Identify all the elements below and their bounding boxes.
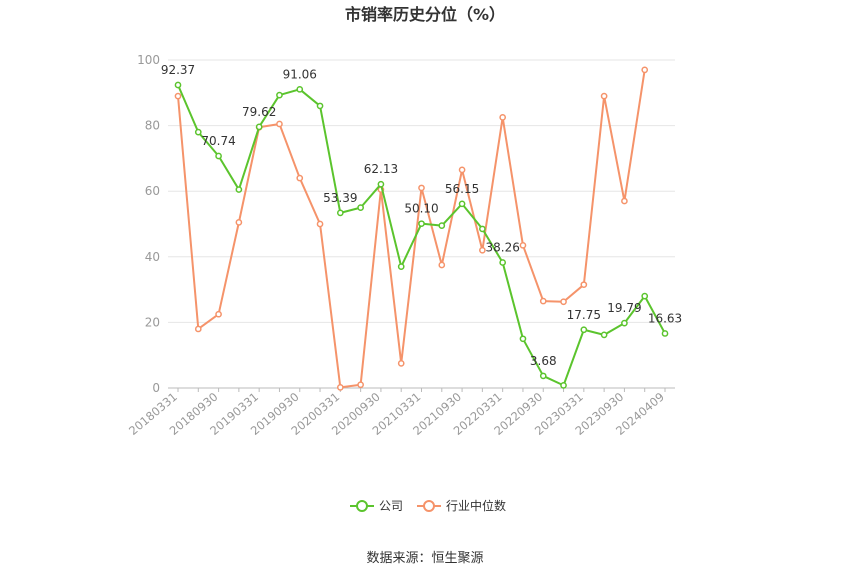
legend[interactable]: 公司 行业中位数 — [350, 498, 506, 513]
data-point — [174, 81, 182, 89]
data-label: 50.10 — [404, 202, 438, 216]
y-tick-label: 60 — [145, 184, 160, 198]
data-point — [661, 330, 669, 337]
data-label: 70.74 — [201, 134, 235, 148]
data-point — [479, 246, 486, 254]
data-label: 17.75 — [567, 308, 601, 322]
data-point — [397, 360, 405, 367]
data-point — [276, 120, 283, 128]
data-label: 91.06 — [283, 67, 317, 81]
data-point — [418, 184, 425, 192]
data-point — [336, 209, 344, 217]
data-point — [600, 331, 608, 339]
data-label: 56.15 — [445, 182, 479, 196]
data-point — [194, 128, 202, 136]
data-point — [499, 114, 507, 121]
data-point — [418, 220, 425, 228]
data-point — [336, 383, 344, 391]
data-point — [296, 85, 304, 93]
data-point — [276, 91, 283, 99]
data-point — [235, 186, 243, 193]
data-label: 16.63 — [648, 311, 682, 325]
data-point — [296, 174, 304, 182]
data-point — [316, 102, 324, 110]
data-point — [235, 219, 243, 226]
data-point — [600, 92, 608, 100]
data-point — [641, 66, 649, 74]
series-lines — [174, 66, 669, 391]
data-point — [357, 204, 364, 211]
data-point — [377, 180, 385, 188]
data-point — [499, 259, 507, 266]
series-line — [177, 84, 666, 387]
data-label: 19.79 — [607, 301, 641, 315]
data-point — [316, 220, 324, 228]
data-point — [215, 152, 222, 160]
data-point — [194, 325, 202, 333]
data-point — [641, 292, 649, 300]
data-point — [519, 335, 527, 343]
data-point — [458, 200, 466, 208]
data-point — [621, 197, 628, 205]
data-label: 62.13 — [364, 162, 398, 176]
source-text: 数据来源：恒生聚源 — [366, 551, 483, 566]
data-point — [438, 222, 446, 229]
data-point — [560, 298, 567, 306]
data-label: 92.37 — [161, 63, 195, 77]
y-tick-label: 100 — [137, 53, 160, 67]
data-label: 79.62 — [242, 105, 276, 119]
x-axis: 2018033120180930201903312019093020200331… — [126, 387, 675, 438]
data-point — [255, 123, 263, 131]
chart-title: 市销率历史分位（%） — [345, 5, 505, 24]
data-point — [580, 326, 588, 334]
legend-label[interactable]: 公司 — [379, 499, 403, 513]
data-point — [458, 166, 466, 174]
legend-label[interactable]: 行业中位数 — [446, 498, 506, 513]
data-label: 53.39 — [323, 191, 357, 205]
data-point — [539, 372, 547, 380]
data-point — [539, 297, 547, 305]
data-point — [580, 281, 588, 289]
y-tick-label: 40 — [145, 250, 160, 264]
data-label: 3.68 — [530, 354, 557, 368]
data-point — [479, 225, 486, 233]
legend-swatch-marker — [423, 500, 435, 512]
y-tick-label: 80 — [145, 119, 160, 133]
series-line — [177, 69, 646, 389]
data-point — [357, 381, 364, 389]
data-point — [438, 261, 446, 269]
data-point — [519, 241, 527, 249]
y-tick-label: 20 — [145, 315, 160, 329]
y-axis-ticks: 0 20 40 60 80 100 — [137, 53, 160, 395]
data-point — [174, 92, 182, 100]
data-point — [397, 263, 405, 270]
data-label: 38.26 — [485, 241, 519, 255]
data-labels: 92.37 70.74 79.62 91.06 53.39 62.13 50.10 56.15… — [161, 63, 682, 368]
legend-swatch-marker — [356, 500, 368, 512]
data-point — [215, 310, 222, 318]
data-point — [621, 319, 628, 327]
data-point — [560, 382, 567, 389]
y-tick-label: 0 — [152, 381, 160, 395]
